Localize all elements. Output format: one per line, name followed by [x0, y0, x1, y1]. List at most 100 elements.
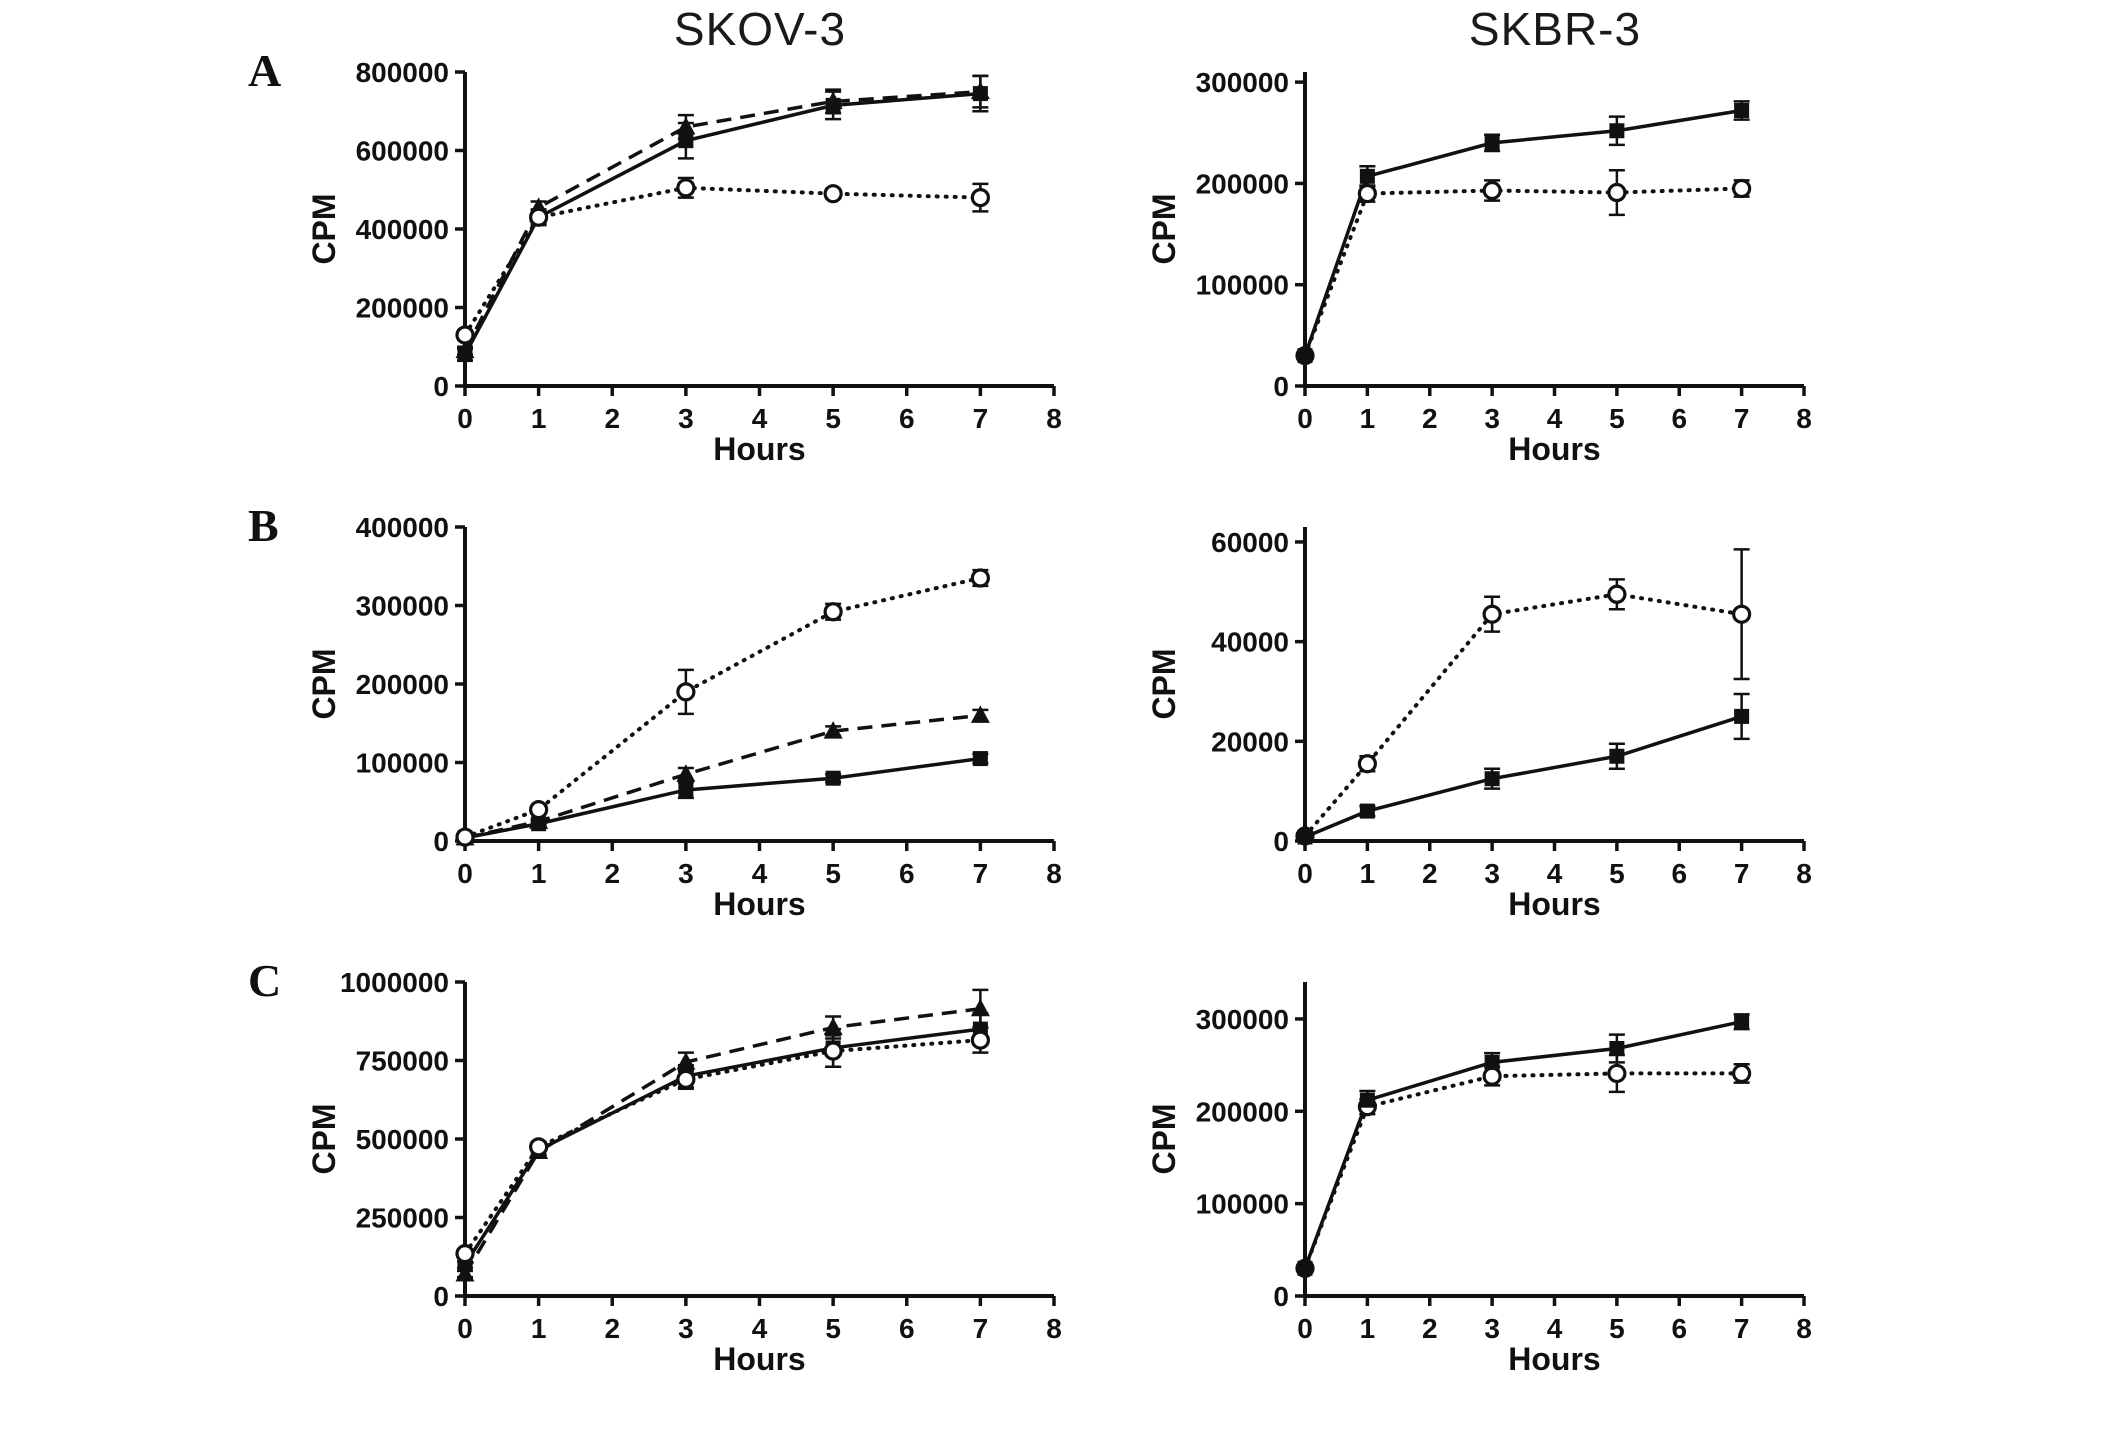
svg-text:Hours: Hours — [713, 886, 805, 922]
svg-text:1: 1 — [531, 858, 547, 889]
open-circle-marker — [1732, 1063, 1752, 1084]
svg-text:400000: 400000 — [356, 512, 449, 543]
chart-c-skov3: 0 1 2 3 4 5 6 7 8 0 250000 500000 750000 1000000 Hours… — [290, 952, 1090, 1392]
filled-square-marker — [1734, 102, 1750, 118]
filled-square-marker — [972, 751, 988, 767]
svg-text:3: 3 — [678, 1313, 694, 1344]
svg-text:Hours: Hours — [1508, 1341, 1600, 1377]
filled-square-marker — [678, 782, 694, 798]
svg-text:0: 0 — [457, 403, 473, 434]
svg-text:0: 0 — [1297, 1313, 1313, 1344]
svg-text:600000: 600000 — [356, 136, 449, 167]
svg-text:5: 5 — [825, 1313, 841, 1344]
open-circle-marker — [529, 1137, 549, 1157]
svg-text:200000: 200000 — [356, 293, 449, 324]
panel-label-c: C — [248, 955, 282, 1006]
svg-text:100000: 100000 — [1196, 270, 1289, 301]
svg-text:Hours: Hours — [1508, 431, 1600, 467]
svg-text:40000: 40000 — [1211, 627, 1289, 658]
filled-square-marker — [1297, 1260, 1313, 1276]
filled-triangle-marker — [455, 340, 475, 359]
svg-text:8: 8 — [1796, 1313, 1812, 1344]
svg-text:8: 8 — [1046, 858, 1062, 889]
svg-text:8: 8 — [1796, 403, 1812, 434]
open-circle-marker — [823, 1041, 843, 1061]
filled-square-marker — [1297, 829, 1313, 845]
svg-text:Hours: Hours — [1508, 886, 1600, 922]
filled-triangle-marker — [970, 998, 990, 1017]
svg-text:3: 3 — [678, 858, 694, 889]
svg-text:0: 0 — [1297, 858, 1313, 889]
filled-triangle-marker — [970, 705, 990, 723]
open-circle-marker — [823, 602, 843, 622]
filled-square-marker — [1734, 1014, 1750, 1030]
open-circle-marker — [1732, 178, 1752, 199]
open-circle-marker — [1607, 584, 1627, 604]
svg-text:Hours: Hours — [713, 431, 805, 467]
filled-square-marker — [1484, 135, 1500, 151]
svg-text:100000: 100000 — [356, 748, 449, 779]
svg-text:4: 4 — [752, 403, 768, 434]
svg-text:1: 1 — [531, 1313, 547, 1344]
open-circle-marker — [1732, 604, 1752, 624]
svg-text:0: 0 — [457, 858, 473, 889]
svg-text:2: 2 — [1422, 1313, 1438, 1344]
svg-text:4: 4 — [1547, 1313, 1563, 1344]
svg-text:250000: 250000 — [356, 1203, 449, 1234]
svg-text:7: 7 — [973, 403, 989, 434]
svg-text:750000: 750000 — [356, 1046, 449, 1077]
filled-triangle-marker — [823, 1017, 843, 1036]
svg-text:5: 5 — [825, 403, 841, 434]
svg-text:6: 6 — [1671, 1313, 1687, 1344]
filled-square-marker — [1734, 708, 1750, 724]
svg-text:800000: 800000 — [356, 57, 449, 88]
svg-text:6: 6 — [899, 858, 915, 889]
svg-text:0: 0 — [433, 1281, 449, 1312]
chart-a-skbr3: 0 1 2 3 4 5 6 7 8 0 100000 200000 300000 Hours CPM — [1130, 42, 1840, 482]
svg-text:3: 3 — [678, 403, 694, 434]
svg-text:20000: 20000 — [1211, 726, 1289, 757]
svg-text:1: 1 — [1360, 858, 1376, 889]
open-circle-marker — [1607, 1063, 1627, 1084]
svg-text:200000: 200000 — [1196, 1096, 1289, 1127]
svg-text:3: 3 — [1484, 858, 1500, 889]
svg-text:200000: 200000 — [1196, 168, 1289, 199]
svg-text:300000: 300000 — [356, 591, 449, 622]
svg-text:8: 8 — [1796, 858, 1812, 889]
svg-text:8: 8 — [1046, 1313, 1062, 1344]
svg-text:6: 6 — [1671, 858, 1687, 889]
svg-text:7: 7 — [973, 858, 989, 889]
filled-square-marker — [1484, 1054, 1500, 1070]
filled-square-marker — [1609, 748, 1625, 764]
open-circle-marker — [1357, 183, 1377, 204]
svg-text:300000: 300000 — [1196, 1004, 1289, 1035]
svg-text:4: 4 — [752, 1313, 768, 1344]
svg-text:7: 7 — [1734, 403, 1750, 434]
open-circle-marker — [529, 800, 549, 820]
filled-square-marker — [1359, 168, 1375, 184]
svg-text:2: 2 — [604, 858, 620, 889]
filled-square-marker — [1609, 1040, 1625, 1056]
svg-text:6: 6 — [1671, 403, 1687, 434]
filled-triangle-marker — [823, 721, 843, 739]
open-circle-marker — [676, 1069, 696, 1089]
svg-text:CPM: CPM — [306, 1103, 342, 1174]
open-circle-marker — [455, 1244, 475, 1264]
svg-text:5: 5 — [1609, 1313, 1625, 1344]
svg-text:1000000: 1000000 — [340, 967, 449, 998]
svg-text:0: 0 — [457, 1313, 473, 1344]
svg-text:6: 6 — [899, 403, 915, 434]
svg-text:0: 0 — [433, 826, 449, 857]
open-circle-marker — [1482, 1066, 1502, 1086]
svg-text:4: 4 — [1547, 858, 1563, 889]
filled-triangle-marker — [970, 81, 990, 100]
svg-text:8: 8 — [1046, 403, 1062, 434]
chart-a-skov3: 0 1 2 3 4 5 6 7 8 0 200000 400000 600000 800000 Hours C… — [290, 42, 1090, 482]
svg-text:0: 0 — [1273, 1281, 1289, 1312]
svg-text:3: 3 — [1484, 403, 1500, 434]
svg-text:1: 1 — [1360, 1313, 1376, 1344]
filled-square-marker — [825, 770, 841, 786]
svg-text:300000: 300000 — [1196, 67, 1289, 98]
filled-triangle-marker — [455, 1264, 475, 1282]
svg-text:CPM: CPM — [1146, 648, 1182, 719]
